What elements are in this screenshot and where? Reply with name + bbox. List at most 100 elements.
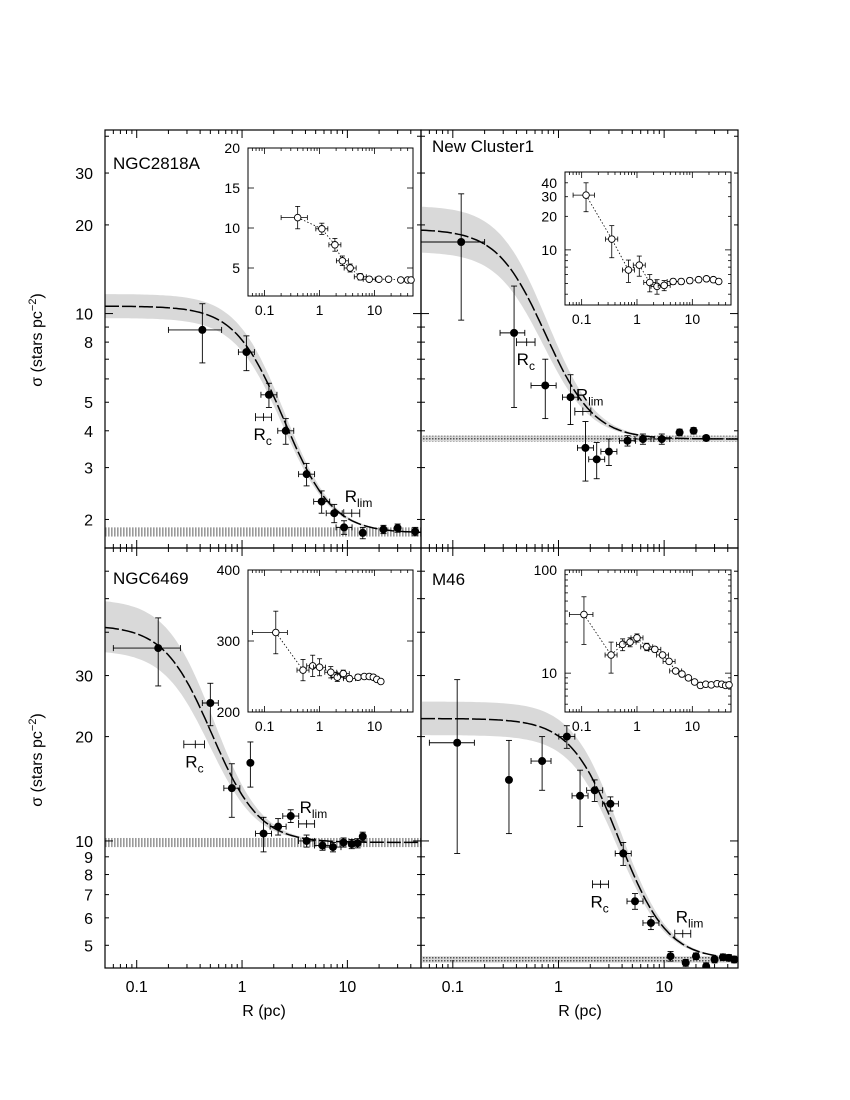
inset-plot: 0.1 1 10 5 10 15 20 xyxy=(224,140,415,318)
data-point xyxy=(689,426,698,435)
inset-data-point xyxy=(678,670,686,678)
inset-x-tick-label: 0.1 xyxy=(255,302,275,318)
data-point xyxy=(681,958,690,967)
panel-title: New Cluster1 xyxy=(432,137,534,156)
data-point xyxy=(264,390,273,399)
data-point xyxy=(274,822,283,831)
data-point xyxy=(317,497,326,506)
data-point xyxy=(286,812,295,821)
inset-data-point xyxy=(331,241,339,249)
inset-data-point xyxy=(677,277,685,286)
data-point xyxy=(358,528,367,537)
inset-data-point xyxy=(299,666,307,674)
data-point xyxy=(353,839,362,848)
x-tick-label: 1 xyxy=(238,979,247,996)
king-profile-fit xyxy=(105,305,421,534)
inset-data-point xyxy=(607,651,615,659)
panel-frame xyxy=(420,547,739,969)
inset-data-point xyxy=(694,275,703,284)
inset-data-point xyxy=(293,213,302,222)
data-point xyxy=(710,955,719,964)
inset-data-point xyxy=(626,638,634,646)
fit-uncertainty-band xyxy=(105,294,421,533)
data-point xyxy=(379,525,388,534)
inset-data-point xyxy=(725,681,733,689)
data-point xyxy=(657,435,666,444)
y-tick-label: 5 xyxy=(84,395,93,412)
inset-y-tick-label: 200 xyxy=(217,704,241,720)
data-point xyxy=(718,953,727,962)
data-point xyxy=(646,918,655,927)
y-tick-label: 20 xyxy=(75,730,93,747)
rc-marker-label: Rc xyxy=(185,752,203,775)
data-point xyxy=(638,435,647,444)
data-point xyxy=(328,843,337,852)
inset-y-tick-label: 300 xyxy=(217,633,241,649)
data-point xyxy=(330,509,339,518)
inset-y-tick-label: 30 xyxy=(541,189,557,205)
data-point xyxy=(619,849,628,858)
data-point xyxy=(393,524,402,533)
y-tick-label: 20 xyxy=(75,218,93,235)
inset-frame xyxy=(564,569,732,713)
y-tick-label: 10 xyxy=(75,307,93,324)
inset-x-tick-label: 1 xyxy=(316,718,324,734)
panel-title: M46 xyxy=(432,570,465,589)
data-point xyxy=(566,393,575,402)
inset-data-point xyxy=(686,276,694,285)
inset-data-point xyxy=(660,281,668,290)
data-point xyxy=(702,434,711,443)
data-point xyxy=(590,786,599,795)
panel-1: Rc Rlim 2 3 4 5 8 10 20 30 NGC2818A 0.1 1 10 5 10 15 20 xyxy=(75,129,422,549)
background-level-band xyxy=(105,527,421,537)
inset-x-tick-label: 1 xyxy=(633,311,641,327)
y-tick-label: 10 xyxy=(75,834,93,851)
inset-x-tick-label: 10 xyxy=(685,311,701,327)
inset-data-point xyxy=(690,678,699,686)
y-tick-label: 4 xyxy=(84,424,93,441)
background-level-band xyxy=(105,837,421,848)
y-tick-label: 3 xyxy=(84,461,93,478)
inset-data-point xyxy=(338,257,347,265)
y-tick-label: 8 xyxy=(84,868,93,885)
background-level-band xyxy=(421,956,738,963)
data-point xyxy=(631,897,640,906)
inset-data-point xyxy=(377,677,385,686)
y-tick-label: 30 xyxy=(75,669,93,686)
inset-data-point xyxy=(714,277,723,286)
inset-x-tick-label: 0.1 xyxy=(572,718,592,734)
inset-data-point xyxy=(318,225,326,233)
inset-y-tick-label: 20 xyxy=(541,208,557,224)
plot-area xyxy=(421,679,738,968)
inset-y-tick-label: 15 xyxy=(224,180,240,196)
inset-y-tick-label: 40 xyxy=(541,175,557,191)
data-point xyxy=(576,791,585,800)
data-point xyxy=(562,732,571,741)
data-point xyxy=(581,443,590,452)
data-point xyxy=(206,699,215,708)
data-point xyxy=(541,381,550,390)
inset-data-point xyxy=(272,628,280,637)
data-point xyxy=(227,784,236,793)
y-tick-label: 2 xyxy=(84,512,93,529)
inset-data-point xyxy=(345,674,354,683)
y-tick-label: 6 xyxy=(84,911,93,928)
inset-y-tick-label: 400 xyxy=(217,562,241,578)
rc-marker-label: Rc xyxy=(591,892,609,915)
data-point xyxy=(702,962,711,968)
plot-area xyxy=(105,294,421,540)
inset-data-point xyxy=(635,261,644,269)
y-tick-label: 8 xyxy=(84,335,93,352)
data-point xyxy=(358,832,367,841)
inset-data-point xyxy=(308,662,317,670)
data-point xyxy=(246,758,255,767)
fit-uncertainty-band xyxy=(421,701,738,959)
king-profile-fit xyxy=(421,717,738,959)
king-profile-fit xyxy=(421,229,738,440)
inset-data-point xyxy=(669,277,677,286)
inset-data-point xyxy=(671,667,680,675)
plot-area xyxy=(421,193,738,482)
rlim-marker-label: Rlim xyxy=(676,908,704,931)
data-point xyxy=(666,952,675,961)
